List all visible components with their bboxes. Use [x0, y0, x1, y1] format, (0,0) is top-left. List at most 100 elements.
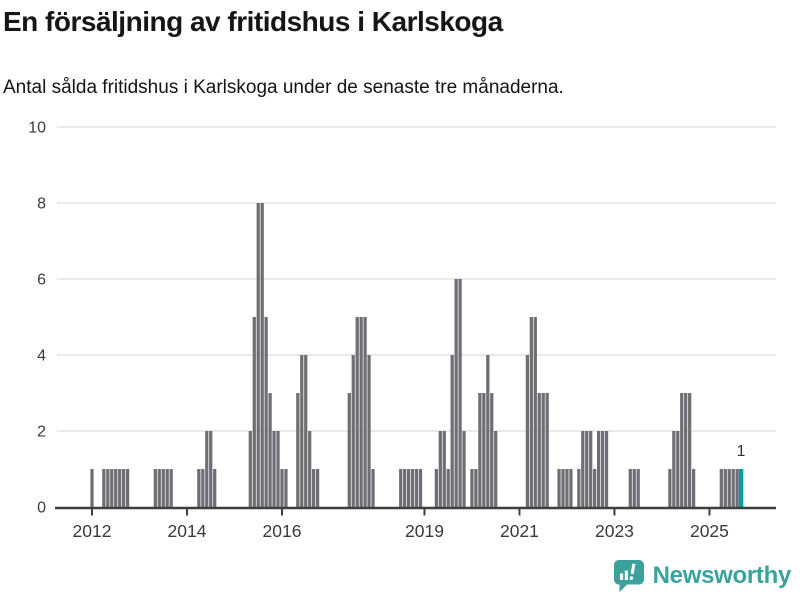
bar-2022-08	[593, 469, 597, 507]
newsworthy-logo-text: Newsworthy	[652, 562, 792, 589]
bar-2018-10	[410, 469, 415, 507]
newsworthy-logo: Newsworthy	[613, 559, 791, 593]
bar-2020-07	[494, 431, 498, 507]
bar-2023-07	[636, 469, 640, 507]
bar-2019-11	[462, 431, 466, 507]
bar-2012-09	[122, 469, 126, 507]
bar-2017-06	[347, 393, 351, 507]
bar-2016-05	[296, 393, 300, 507]
x-tick-label-2023: 2023	[595, 521, 634, 541]
x-tick-label-2012: 2012	[73, 521, 112, 541]
bar-2018-11	[414, 469, 419, 507]
y-tick-label-2: 2	[37, 424, 46, 441]
bar-2019-06	[442, 431, 446, 507]
bar-2020-05	[486, 355, 490, 507]
bar-2012-01	[90, 469, 94, 507]
bar-2014-07	[209, 431, 213, 507]
bar-2025-05	[723, 469, 727, 507]
chart-subtitle: Antal sålda fritidshus i Karlskoga under…	[3, 77, 564, 98]
bar-2022-07	[589, 431, 593, 507]
bar-2012-10	[125, 469, 130, 507]
bar-2015-10	[268, 393, 272, 507]
x-tick-label-2019: 2019	[405, 521, 444, 541]
bar-2015-09	[264, 317, 268, 507]
bar-2015-11	[272, 431, 276, 507]
bar-2020-06	[490, 393, 494, 507]
x-tick-label-2021: 2021	[500, 521, 539, 541]
bar-2019-08	[450, 355, 454, 507]
bar-2017-12	[371, 469, 375, 507]
bar-2016-09	[312, 469, 316, 507]
bar-2012-06	[110, 469, 114, 507]
bar-2022-09	[596, 431, 601, 507]
bar-2014-04	[197, 469, 201, 507]
bar-2024-04	[672, 431, 676, 507]
bar-2016-08	[308, 431, 312, 507]
bar-2020-02	[474, 469, 478, 507]
bar-2021-03	[525, 355, 530, 507]
highlight-value-label: 1	[737, 443, 746, 460]
chart-title: En försäljning av fritidshus i Karlskoga	[3, 6, 503, 37]
bar-highlighted-2025-09	[738, 469, 744, 507]
bar-2022-06	[585, 431, 589, 507]
bar-2014-05	[201, 469, 205, 507]
bar-2013-08	[165, 469, 169, 507]
bar-2021-08	[545, 393, 549, 507]
y-tick-label-4: 4	[37, 348, 46, 365]
bar-2016-01	[280, 469, 284, 507]
bar-2021-11	[557, 469, 561, 507]
bar-2022-02	[569, 469, 573, 507]
bar-2017-07	[351, 355, 355, 507]
bar-2022-05	[581, 431, 585, 507]
bar-2022-04	[577, 469, 581, 507]
bar-2024-03	[668, 469, 672, 507]
bar-2023-05	[628, 469, 632, 507]
bar-2019-10	[458, 279, 462, 507]
bar-2014-06	[205, 431, 209, 507]
bar-2014-08	[213, 469, 217, 507]
bar-2013-06	[157, 469, 161, 507]
x-tick-label-2016: 2016	[263, 521, 302, 541]
bar-2013-09	[169, 469, 173, 507]
bar-2013-07	[161, 469, 165, 507]
bar-2024-09	[691, 469, 696, 507]
bar-2025-04	[719, 469, 723, 507]
x-tick-label-2014: 2014	[168, 521, 207, 541]
logo-bar-medium	[624, 570, 628, 580]
bar-2016-02	[284, 469, 288, 507]
logo-bubble-shape	[613, 560, 644, 592]
bar-2017-08	[355, 317, 359, 507]
bar-2024-08	[688, 393, 692, 507]
bar-2024-07	[684, 393, 688, 507]
bar-2012-07	[114, 469, 118, 507]
bar-2015-12	[276, 431, 280, 507]
bar-2025-08	[735, 469, 739, 507]
bar-2019-09	[454, 279, 458, 507]
bar-2020-01	[470, 469, 474, 507]
bar-2019-05	[438, 431, 442, 507]
bar-2021-04	[529, 317, 533, 507]
bar-2016-06	[300, 355, 304, 507]
logo-bar-small	[619, 573, 623, 580]
bar-2015-05	[248, 431, 252, 507]
bar-2020-04	[482, 393, 486, 507]
bar-2025-07	[731, 469, 735, 507]
bar-2012-05	[106, 469, 110, 507]
bar-2021-06	[537, 393, 541, 507]
y-tick-label-8: 8	[37, 196, 46, 213]
bar-2016-10	[315, 469, 320, 507]
bar-2017-10	[363, 317, 367, 507]
bar-2015-06	[252, 317, 256, 507]
bar-2018-08	[403, 469, 407, 507]
bar-2021-12	[561, 469, 565, 507]
bar-2016-07	[304, 355, 308, 507]
x-tick-label-2025: 2025	[690, 521, 729, 541]
bar-2017-09	[359, 317, 363, 507]
y-tick-label-6: 6	[37, 272, 46, 289]
newsworthy-logo-icon	[613, 560, 644, 592]
y-tick-label-10: 10	[28, 120, 46, 137]
bar-2024-06	[680, 393, 684, 507]
logo-exclamation	[629, 563, 636, 581]
bar-2018-09	[407, 469, 411, 507]
